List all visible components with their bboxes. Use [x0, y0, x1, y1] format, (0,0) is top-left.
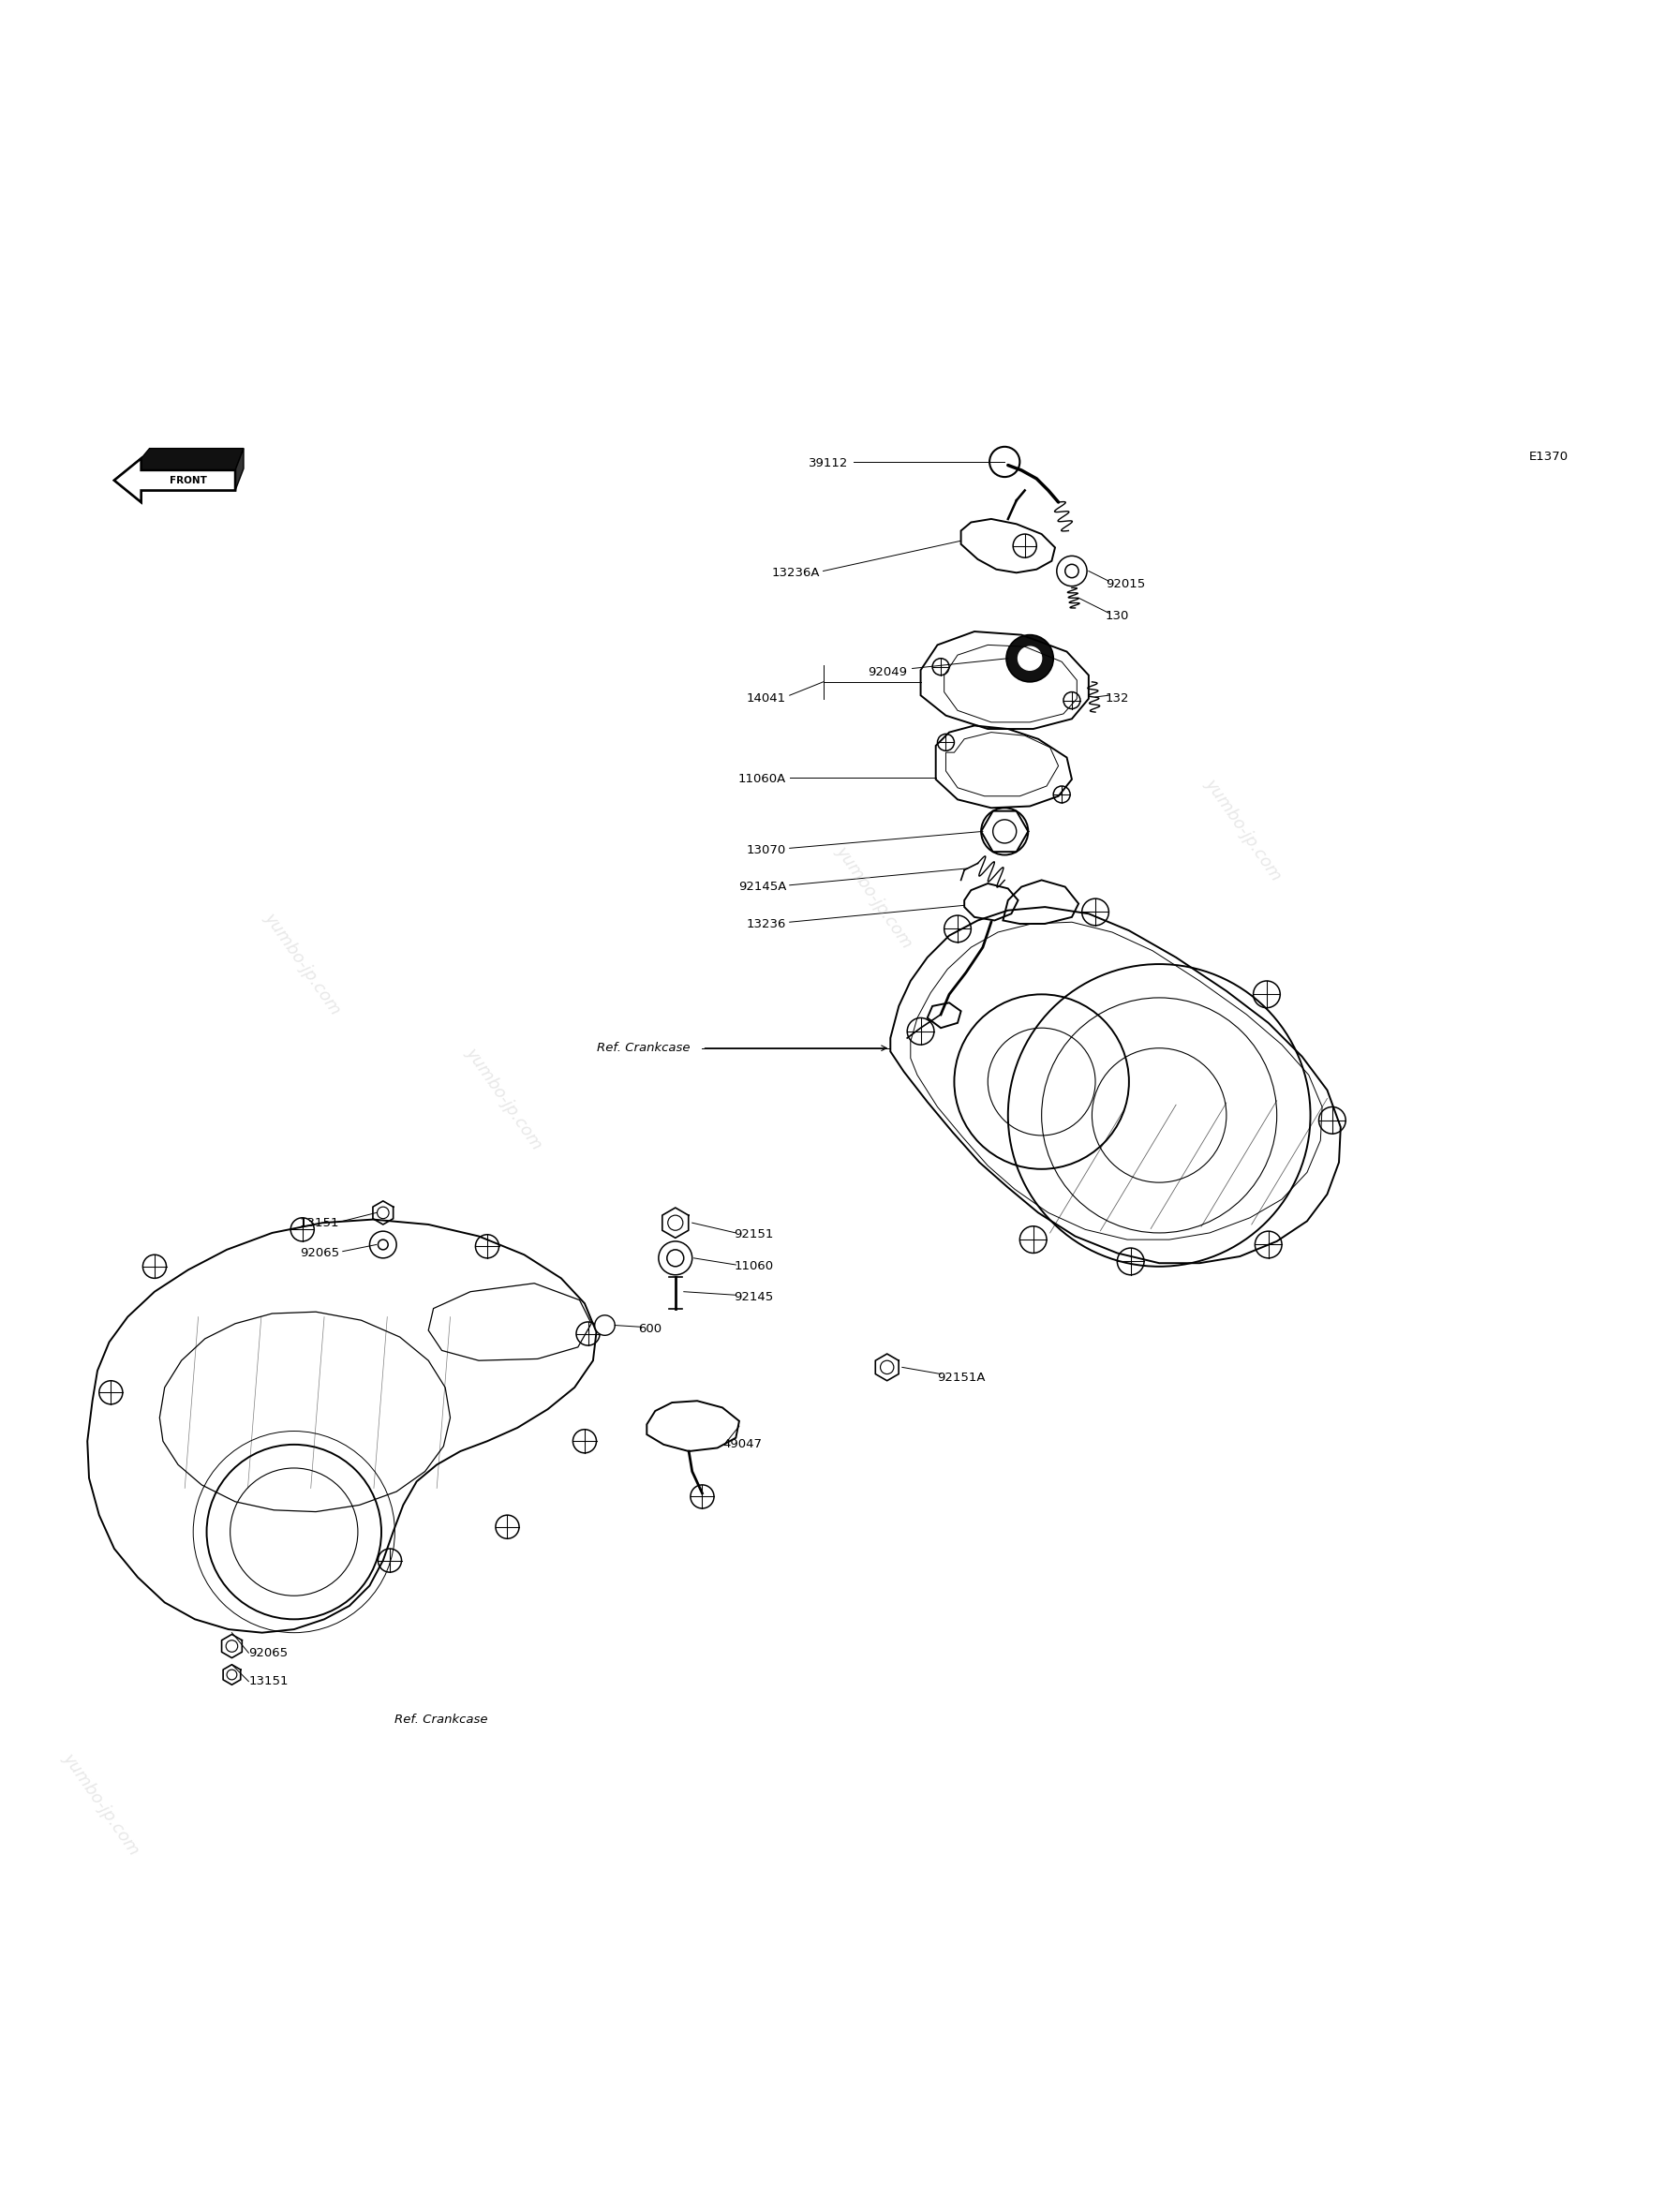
- Polygon shape: [114, 459, 235, 503]
- Text: 11060A: 11060A: [738, 773, 786, 784]
- Text: 92145: 92145: [734, 1290, 774, 1303]
- Polygon shape: [235, 448, 244, 490]
- Text: 13151: 13151: [249, 1676, 289, 1687]
- Text: 49047: 49047: [722, 1439, 761, 1450]
- Text: 92049: 92049: [869, 666, 907, 679]
- Text: yumbo-jp.com: yumbo-jp.com: [462, 1044, 546, 1153]
- Text: 600: 600: [638, 1323, 662, 1336]
- Text: 92015: 92015: [1105, 578, 1146, 591]
- Text: 13236: 13236: [746, 918, 786, 929]
- Text: 130: 130: [1105, 611, 1129, 622]
- Text: FRONT: FRONT: [170, 475, 207, 486]
- Text: 11060: 11060: [734, 1261, 773, 1272]
- Text: 92151: 92151: [734, 1228, 774, 1241]
- Circle shape: [990, 446, 1020, 477]
- Text: E1370: E1370: [1529, 450, 1567, 464]
- Text: Ref. Crankcase: Ref. Crankcase: [596, 1041, 689, 1055]
- Text: 92065: 92065: [301, 1248, 339, 1259]
- Text: Ref. Crankcase: Ref. Crankcase: [395, 1714, 487, 1727]
- Text: yumbo-jp.com: yumbo-jp.com: [832, 844, 916, 951]
- Text: 92151A: 92151A: [937, 1371, 986, 1384]
- Circle shape: [595, 1316, 615, 1336]
- Text: yumbo-jp.com: yumbo-jp.com: [59, 1749, 143, 1859]
- Text: 39112: 39112: [808, 457, 848, 470]
- Text: 14041: 14041: [748, 692, 786, 705]
- Polygon shape: [114, 459, 235, 503]
- Circle shape: [1018, 646, 1042, 670]
- Text: 13236A: 13236A: [771, 567, 820, 578]
- Text: 132: 132: [1105, 692, 1129, 705]
- Circle shape: [1006, 635, 1053, 681]
- Text: 13151: 13151: [299, 1217, 339, 1228]
- Text: 92065: 92065: [249, 1648, 287, 1659]
- Polygon shape: [141, 448, 244, 470]
- Text: yumbo-jp.com: yumbo-jp.com: [1201, 776, 1285, 883]
- Text: 92145A: 92145A: [738, 881, 786, 892]
- Text: yumbo-jp.com: yumbo-jp.com: [260, 910, 344, 1019]
- Text: 13070: 13070: [746, 844, 786, 857]
